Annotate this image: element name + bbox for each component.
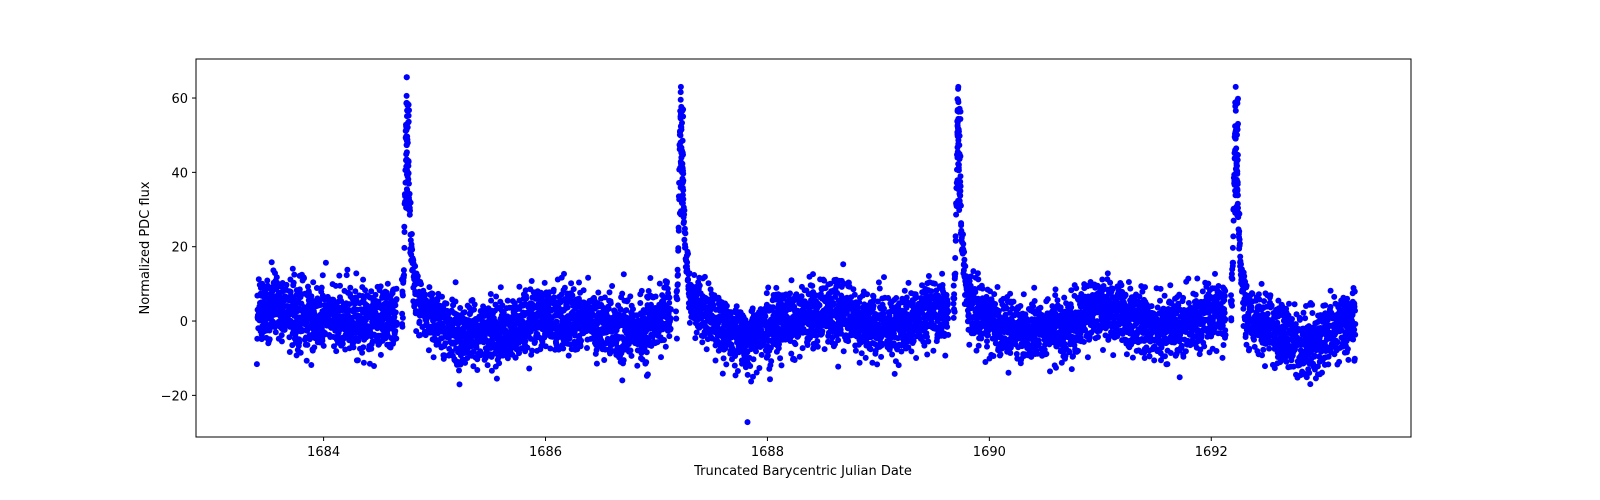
- x-tick-label: 1684: [307, 445, 340, 460]
- y-tick-label: 0: [180, 315, 188, 330]
- x-tick-label: 1688: [751, 445, 784, 460]
- x-axis-ticks: 1684 1686 1688 1690 1692: [307, 437, 1228, 460]
- y-tick-label: 40: [171, 166, 188, 181]
- scatter-points: [253, 74, 1359, 426]
- y-tick-label: 60: [171, 92, 188, 107]
- plot-frame: [195, 58, 1412, 438]
- y-axis-label: Normalized PDC flux: [138, 181, 153, 314]
- x-tick-label: 1686: [529, 445, 562, 460]
- x-tick-label: 1690: [973, 445, 1006, 460]
- x-tick-label: 1692: [1195, 445, 1228, 460]
- y-tick-label: −20: [161, 389, 188, 404]
- x-axis-label: Truncated Barycentric Julian Date: [693, 464, 912, 479]
- y-tick-label: 20: [171, 241, 188, 256]
- y-axis-ticks: −20 0 20 40 60: [161, 92, 196, 404]
